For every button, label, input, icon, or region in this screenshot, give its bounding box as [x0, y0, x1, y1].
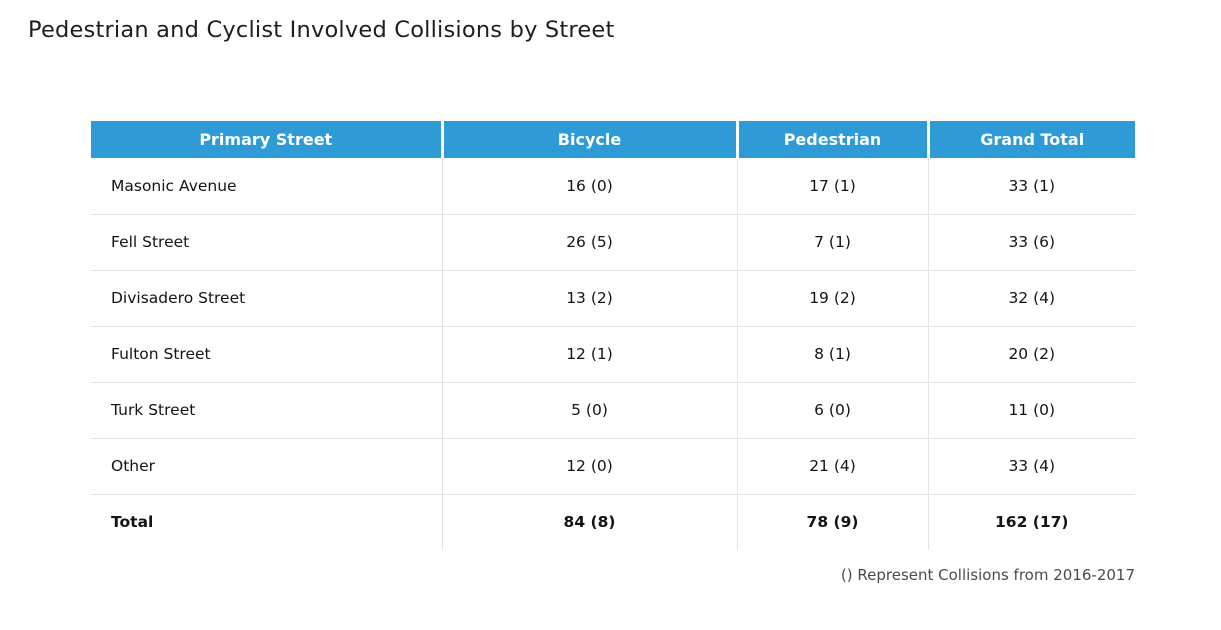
- bicycle-value-cell: 26 (5): [442, 214, 738, 271]
- bicycle-value-cell: 12 (0): [442, 438, 738, 495]
- header-cell-grand-total: Grand Total: [928, 121, 1135, 158]
- collisions-table-container: Primary Street Bicycle Pedestrian Grand …: [91, 121, 1135, 550]
- table-header-row: Primary Street Bicycle Pedestrian Grand …: [91, 121, 1135, 158]
- pedestrian-value-cell: 7 (1): [737, 214, 929, 271]
- table-total-row: Total 84 (8) 78 (9) 162 (17): [91, 494, 1135, 550]
- street-name-cell: Fulton Street: [91, 326, 443, 383]
- header-cell-primary-street: Primary Street: [91, 121, 444, 158]
- table-row: Fulton Street 12 (1) 8 (1) 20 (2): [91, 326, 1135, 383]
- pedestrian-value-cell: 6 (0): [737, 382, 929, 439]
- total-grand-total-cell: 162 (17): [928, 494, 1135, 550]
- table-row: Turk Street 5 (0) 6 (0) 11 (0): [91, 382, 1135, 439]
- header-cell-bicycle: Bicycle: [442, 121, 739, 158]
- street-name-cell: Masonic Avenue: [91, 158, 443, 215]
- street-name-cell: Turk Street: [91, 382, 443, 439]
- total-pedestrian-cell: 78 (9): [737, 494, 929, 550]
- table-row: Fell Street 26 (5) 7 (1) 33 (6): [91, 214, 1135, 271]
- grand-total-value-cell: 33 (1): [928, 158, 1135, 215]
- pedestrian-value-cell: 21 (4): [737, 438, 929, 495]
- page-title: Pedestrian and Cyclist Involved Collisio…: [28, 17, 615, 43]
- bicycle-value-cell: 5 (0): [442, 382, 738, 439]
- footnote: () Represent Collisions from 2016-2017: [840, 566, 1135, 584]
- bicycle-value-cell: 13 (2): [442, 270, 738, 327]
- street-name-cell: Other: [91, 438, 443, 495]
- pedestrian-value-cell: 17 (1): [737, 158, 929, 215]
- bicycle-value-cell: 12 (1): [442, 326, 738, 383]
- grand-total-value-cell: 33 (6): [928, 214, 1135, 271]
- header-cell-pedestrian: Pedestrian: [737, 121, 930, 158]
- table-row: Divisadero Street 13 (2) 19 (2) 32 (4): [91, 270, 1135, 327]
- collisions-table: Primary Street Bicycle Pedestrian Grand …: [91, 121, 1135, 550]
- grand-total-value-cell: 33 (4): [928, 438, 1135, 495]
- total-label-cell: Total: [91, 494, 443, 550]
- street-name-cell: Fell Street: [91, 214, 443, 271]
- street-name-cell: Divisadero Street: [91, 270, 443, 327]
- total-bicycle-cell: 84 (8): [442, 494, 738, 550]
- grand-total-value-cell: 20 (2): [928, 326, 1135, 383]
- pedestrian-value-cell: 8 (1): [737, 326, 929, 383]
- grand-total-value-cell: 11 (0): [928, 382, 1135, 439]
- pedestrian-value-cell: 19 (2): [737, 270, 929, 327]
- table-row: Masonic Avenue 16 (0) 17 (1) 33 (1): [91, 158, 1135, 215]
- bicycle-value-cell: 16 (0): [442, 158, 738, 215]
- grand-total-value-cell: 32 (4): [928, 270, 1135, 327]
- table-row: Other 12 (0) 21 (4) 33 (4): [91, 438, 1135, 495]
